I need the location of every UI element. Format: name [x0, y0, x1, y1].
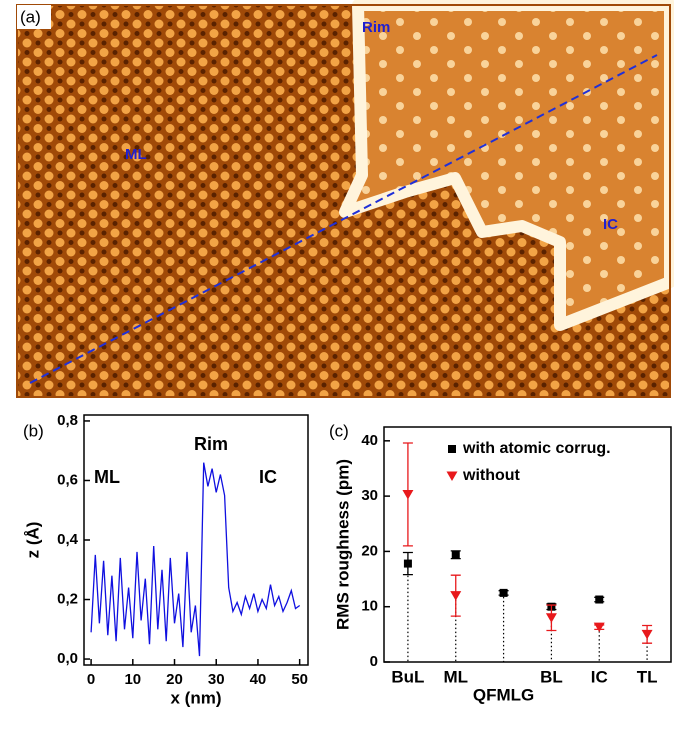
x-tick-label: 20 [166, 671, 183, 688]
legend-marker [446, 471, 458, 481]
image-frame [16, 4, 671, 398]
marker [593, 622, 605, 633]
y-tick-label: 0,6 [57, 471, 78, 488]
panel-label: (a) [20, 7, 41, 26]
annotation: IC [259, 467, 277, 487]
x-tick-label: IC [591, 667, 608, 686]
y-tick-label: 20 [361, 542, 378, 559]
annotation: ML [125, 146, 147, 163]
stm-image: (a) Rim ML IC [16, 0, 674, 398]
marker [450, 591, 462, 601]
x-tick-label: 10 [124, 671, 141, 688]
marker [545, 613, 557, 623]
y-axis-label: RMS roughness (pm) [333, 459, 352, 630]
x-tick-label: BuL [391, 667, 424, 686]
panel-label: (b) [23, 421, 44, 440]
y-tick-label: 0,0 [57, 650, 78, 667]
y-tick-label: 10 [361, 598, 378, 615]
y-tick-label: 0,2 [57, 590, 78, 607]
x-tick-label: TL [637, 667, 658, 686]
legend-label: with atomic corrug. [462, 440, 611, 457]
marker [403, 559, 412, 568]
marker [499, 588, 508, 597]
x-axis-label: x (nm) [171, 688, 222, 707]
x-tick-label: QFMLG [473, 685, 534, 704]
annotation: ML [94, 467, 120, 487]
label-bg [17, 5, 51, 29]
y-tick-label: 0,8 [57, 412, 78, 429]
y-tick-label: 0,4 [57, 531, 79, 548]
marker [451, 550, 460, 559]
y-axis-label: z (Å) [23, 522, 42, 559]
panel-label: (c) [329, 421, 349, 440]
marker [402, 489, 414, 500]
profile-line [29, 54, 658, 384]
x-tick-label: 0 [87, 671, 95, 688]
x-tick-label: ML [443, 667, 468, 686]
x-tick-label: 40 [250, 671, 267, 688]
y-tick-label: 40 [361, 432, 378, 449]
marker [641, 629, 653, 640]
profile-line [90, 462, 301, 657]
y-tick-label: 0 [370, 653, 378, 670]
annotation: IC [603, 216, 618, 233]
legend-marker [448, 445, 456, 453]
annotation: Rim [194, 434, 228, 454]
plot-frame [383, 426, 672, 663]
legend-label: without [462, 467, 521, 484]
x-tick-label: BL [540, 667, 563, 686]
x-tick-label: 30 [208, 671, 225, 688]
marker [595, 595, 604, 604]
annotation: Rim [362, 19, 390, 36]
x-tick-label: 50 [291, 671, 308, 688]
y-tick-label: 30 [361, 487, 378, 504]
